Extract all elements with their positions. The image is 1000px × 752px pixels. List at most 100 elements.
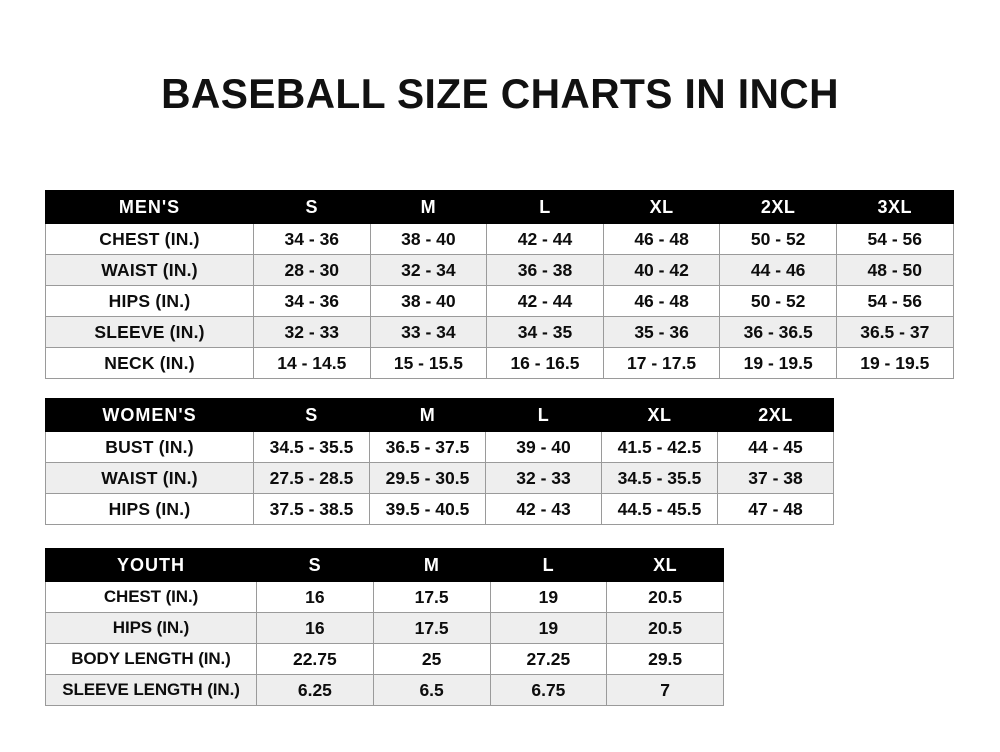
measurement-cell: 19 - 19.5 xyxy=(719,347,837,379)
table-row: SLEEVE (IN.) 32 - 33 33 - 34 34 - 35 35 - 36… xyxy=(45,316,954,348)
row-label: WAIST (IN.) xyxy=(45,462,254,494)
row-label: SLEEVE LENGTH (IN.) xyxy=(45,674,257,706)
measurement-cell: 46 - 48 xyxy=(602,285,721,317)
row-label: HIPS (IN.) xyxy=(45,612,257,644)
row-label: CHEST (IN.) xyxy=(45,581,257,613)
measurement-cell: 48 - 50 xyxy=(835,254,954,286)
table-header-row: YOUTH S M L XL xyxy=(45,548,724,582)
measurement-cell: 36 - 36.5 xyxy=(719,316,837,348)
column-header-s: S xyxy=(253,190,371,224)
measurement-cell: 6.25 xyxy=(256,674,374,706)
measurement-cell: 37.5 - 38.5 xyxy=(253,493,370,525)
measurement-cell: 17.5 xyxy=(372,581,491,613)
measurement-cell: 47 - 48 xyxy=(717,493,834,525)
row-label: NECK (IN.) xyxy=(45,347,254,379)
table-row: WAIST (IN.) 27.5 - 28.5 29.5 - 30.5 32 - 33… xyxy=(45,462,834,494)
table-corner-label: MEN'S xyxy=(45,190,254,224)
column-header-m: M xyxy=(369,190,488,224)
measurement-cell: 7 xyxy=(606,674,724,706)
measurement-cell: 29.5 xyxy=(606,643,724,675)
measurement-cell: 41.5 - 42.5 xyxy=(601,431,718,463)
row-label: HIPS (IN.) xyxy=(45,493,254,525)
measurement-cell: 34 - 35 xyxy=(486,316,604,348)
table-header-row: WOMEN'S S M L XL 2XL xyxy=(45,398,834,432)
measurement-cell: 27.5 - 28.5 xyxy=(253,462,370,494)
measurement-cell: 28 - 30 xyxy=(253,254,371,286)
row-label: CHEST (IN.) xyxy=(45,223,254,255)
measurement-cell: 32 - 33 xyxy=(253,316,371,348)
column-header-3xl: 3XL xyxy=(835,190,954,224)
column-header-2xl: 2XL xyxy=(717,398,834,432)
measurement-cell: 16 xyxy=(256,581,374,613)
row-label: BODY LENGTH (IN.) xyxy=(45,643,257,675)
measurement-cell: 6.5 xyxy=(372,674,491,706)
row-label: HIPS (IN.) xyxy=(45,285,254,317)
column-header-l: L xyxy=(485,398,602,432)
page-title: BASEBALL SIZE CHARTS IN INCH xyxy=(161,70,839,117)
column-header-xl: XL xyxy=(606,548,724,582)
column-header-s: S xyxy=(253,398,370,432)
measurement-cell: 6.75 xyxy=(489,674,608,706)
measurement-cell: 35 - 36 xyxy=(602,316,721,348)
measurement-cell: 36.5 - 37.5 xyxy=(369,431,486,463)
column-header-s: S xyxy=(256,548,374,582)
measurement-cell: 15 - 15.5 xyxy=(369,347,488,379)
column-header-xl: XL xyxy=(602,190,721,224)
measurement-cell: 44 - 45 xyxy=(717,431,834,463)
measurement-cell: 37 - 38 xyxy=(717,462,834,494)
row-label: BUST (IN.) xyxy=(45,431,254,463)
row-label: WAIST (IN.) xyxy=(45,254,254,286)
table-row: NECK (IN.) 14 - 14.5 15 - 15.5 16 - 16.5 17 … xyxy=(45,347,954,379)
measurement-cell: 54 - 56 xyxy=(835,285,954,317)
measurement-cell: 50 - 52 xyxy=(719,285,837,317)
measurement-cell: 34 - 36 xyxy=(253,223,371,255)
mens-size-table: MEN'S S M L XL 2XL 3XL CHEST (IN.) 34 - 36 38 - 4… xyxy=(45,190,954,379)
table-row: WAIST (IN.) 28 - 30 32 - 34 36 - 38 40 - 42 4… xyxy=(45,254,954,286)
measurement-cell: 17.5 xyxy=(372,612,491,644)
measurement-cell: 32 - 34 xyxy=(369,254,488,286)
column-header-m: M xyxy=(372,548,491,582)
measurement-cell: 25 xyxy=(372,643,491,675)
measurement-cell: 20.5 xyxy=(606,581,724,613)
measurement-cell: 16 - 16.5 xyxy=(486,347,604,379)
measurement-cell: 42 - 44 xyxy=(486,285,604,317)
measurement-cell: 14 - 14.5 xyxy=(253,347,371,379)
measurement-cell: 29.5 - 30.5 xyxy=(369,462,486,494)
measurement-cell: 34 - 36 xyxy=(253,285,371,317)
measurement-cell: 19 - 19.5 xyxy=(835,347,954,379)
measurement-cell: 34.5 - 35.5 xyxy=(253,431,370,463)
row-label: SLEEVE (IN.) xyxy=(45,316,254,348)
measurement-cell: 19 xyxy=(489,581,608,613)
column-header-l: L xyxy=(486,190,604,224)
table-row: SLEEVE LENGTH (IN.) 6.25 6.5 6.75 7 xyxy=(45,674,724,706)
table-row: BODY LENGTH (IN.) 22.75 25 27.25 29.5 xyxy=(45,643,724,675)
measurement-cell: 39 - 40 xyxy=(485,431,602,463)
table-header-row: MEN'S S M L XL 2XL 3XL xyxy=(45,190,954,224)
table-row: BUST (IN.) 34.5 - 35.5 36.5 - 37.5 39 - 40 4… xyxy=(45,431,834,463)
column-header-2xl: 2XL xyxy=(719,190,837,224)
column-header-xl: XL xyxy=(601,398,718,432)
womens-size-table: WOMEN'S S M L XL 2XL BUST (IN.) 34.5 - 35.5 36.5… xyxy=(45,398,834,525)
measurement-cell: 39.5 - 40.5 xyxy=(369,493,486,525)
measurement-cell: 42 - 44 xyxy=(486,223,604,255)
column-header-l: L xyxy=(489,548,608,582)
table-corner-label: WOMEN'S xyxy=(45,398,254,432)
measurement-cell: 38 - 40 xyxy=(369,285,488,317)
measurement-cell: 42 - 43 xyxy=(485,493,602,525)
measurement-cell: 32 - 33 xyxy=(485,462,602,494)
measurement-cell: 46 - 48 xyxy=(602,223,721,255)
youth-size-table: YOUTH S M L XL CHEST (IN.) 16 17.5 19 20.5 HIPS (I… xyxy=(45,548,724,706)
measurement-cell: 17 - 17.5 xyxy=(602,347,721,379)
measurement-cell: 50 - 52 xyxy=(719,223,837,255)
measurement-cell: 16 xyxy=(256,612,374,644)
table-row: CHEST (IN.) 34 - 36 38 - 40 42 - 44 46 - 48 5… xyxy=(45,223,954,255)
measurement-cell: 44.5 - 45.5 xyxy=(601,493,718,525)
table-row: CHEST (IN.) 16 17.5 19 20.5 xyxy=(45,581,724,613)
table-row: HIPS (IN.) 37.5 - 38.5 39.5 - 40.5 42 - 43 4… xyxy=(45,493,834,525)
measurement-cell: 38 - 40 xyxy=(369,223,488,255)
measurement-cell: 27.25 xyxy=(489,643,608,675)
measurement-cell: 33 - 34 xyxy=(369,316,488,348)
table-row: HIPS (IN.) 16 17.5 19 20.5 xyxy=(45,612,724,644)
column-header-m: M xyxy=(369,398,486,432)
